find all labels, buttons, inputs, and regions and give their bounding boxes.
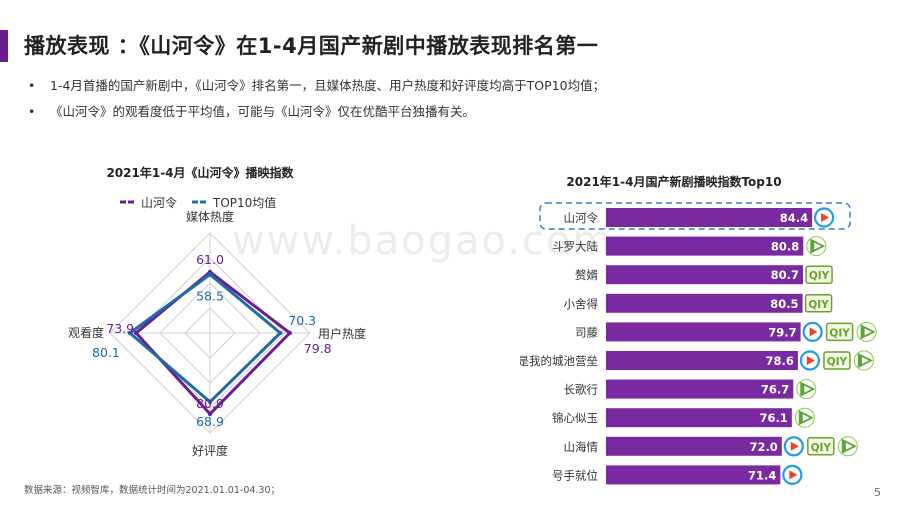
radar-value-label: 70.3 (288, 313, 316, 328)
radar-point (207, 399, 213, 405)
bullet-text: 《山河令》的观看度低于平均值，可能与《山河令》仅在优酷平台独播有关。 (50, 104, 476, 119)
youku-icon (813, 207, 835, 228)
bar-value-label: 80.5 (770, 297, 798, 311)
bullet-list: • 1-4月首播的国产新剧中，《山河令》排名第一，且媒体热度、用户热度和好评度均高… (28, 78, 605, 130)
bar (606, 293, 803, 313)
bar-value-label: 76.1 (759, 411, 787, 425)
radar-point (207, 272, 213, 277)
bar-value-label: 80.8 (771, 240, 799, 254)
bullet-marker: • (28, 78, 36, 93)
svg-text:QIY: QIY (811, 442, 832, 454)
iqiyi-icon: QIY (823, 351, 851, 370)
youku-icon (783, 436, 804, 457)
tencent-icon (796, 379, 817, 400)
bar-value-label: 71.4 (748, 468, 776, 482)
bar (606, 465, 781, 485)
bar-category-label: 锦心似玉 (552, 411, 598, 425)
bar (606, 379, 794, 399)
bar-value-label: 79.7 (768, 325, 796, 339)
radar-value-label: 58.5 (196, 289, 224, 304)
bar (606, 265, 804, 285)
bar-value-label: 72.0 (749, 440, 777, 454)
bar-rows: 山河令 84.4 斗罗大陆 80.8 赘婿 80.7 QIY 小舍得 80.5 QIY 司藤 79.7… (520, 207, 877, 485)
bar-category-label: 司藤 (575, 325, 598, 339)
radar-point (207, 411, 213, 417)
radar-point (287, 330, 292, 336)
bar (606, 322, 801, 342)
iqiyi-icon: QIY (807, 437, 835, 456)
bar-value-label: 80.7 (771, 268, 799, 282)
page-title: 播放表现 ：《山河令》在1-4月国产新剧中播放表现排名第一 (24, 34, 599, 58)
title-accent-bar (0, 30, 8, 62)
bar-category-label: 斗罗大陆 (552, 240, 598, 254)
bullet-item: • 《山河令》的观看度低于平均值，可能与《山河令》仅在优酷平台独播有关。 (28, 104, 605, 120)
svg-text:QIY: QIY (808, 299, 829, 311)
radar-series (127, 269, 292, 417)
radar-value-label: 73.9 (106, 321, 134, 336)
svg-text:QIY: QIY (827, 356, 848, 368)
bar-category-label: 长歌行 (564, 383, 599, 397)
radar-point (278, 330, 283, 336)
legend-label-shanheling: 山河令 (141, 195, 177, 210)
radar-axis-label: 用户热度 (318, 326, 366, 341)
bar-category-label: 山河令 (564, 211, 599, 225)
bar-chart: 2021年1-4月国产新剧播映指数Top10 山河令 84.4 斗罗大陆 80.8 赘婿… (520, 174, 877, 485)
bar-category-label: 你是我的城池营垒 (520, 354, 598, 368)
bar-value-label: 84.4 (780, 211, 808, 225)
bar-category-label: 山海情 (564, 440, 599, 454)
highlight-box (539, 202, 851, 230)
radar-value-label: 79.8 (304, 341, 332, 356)
tencent-icon (794, 407, 815, 428)
radar-point (133, 330, 139, 336)
radar-value-label: 80.1 (92, 345, 120, 360)
radar-value-labels: 61.0 79.8 80.9 73.9 58.5 70.3 68.9 80.1 (92, 252, 332, 429)
bar (606, 351, 798, 370)
bar (606, 436, 782, 456)
radar-chart: 2021年1-4月《山河令》播映指数 山河令 TOP10均值 媒体热度用户热度好… (68, 165, 366, 458)
youku-icon (799, 350, 821, 371)
tencent-icon (856, 321, 877, 342)
radar-value-label: 80.9 (196, 396, 224, 411)
svg-text:QIY: QIY (829, 327, 850, 339)
radar-point (127, 330, 133, 336)
bar (606, 408, 792, 428)
youku-icon (802, 321, 823, 342)
tencent-icon (853, 350, 874, 371)
bar (606, 236, 804, 256)
bullet-marker: • (28, 104, 36, 119)
radar-axis-label: 好评度 (192, 443, 228, 458)
radar-axis-label: 媒体热度 (186, 209, 234, 224)
radar-value-label: 61.0 (196, 252, 224, 267)
bar-value-label: 78.6 (766, 354, 794, 368)
iqiyi-icon: QIY (805, 265, 833, 284)
bar-category-label: 赘婿 (575, 268, 598, 282)
watermark: www.baogao.com (232, 218, 614, 264)
legend-label-top10: TOP10均值 (212, 195, 276, 210)
iqiyi-icon: QIY (825, 322, 854, 342)
radar-axis-label: 观看度 (68, 325, 104, 340)
iqiyi-icon: QIY (804, 294, 833, 313)
bar-chart-title: 2021年1-4月国产新剧播映指数Top10 (566, 174, 781, 189)
radar-grid (109, 232, 311, 434)
bar-value-label: 76.7 (761, 383, 789, 397)
radar-title: 2021年1-4月《山河令》播映指数 (106, 165, 294, 180)
tencent-icon (837, 436, 858, 457)
bar (606, 208, 813, 227)
radar-legend: 山河令 TOP10均值 (120, 195, 276, 210)
svg-text:QIY: QIY (809, 270, 830, 282)
youku-icon (782, 464, 803, 485)
source-note: 数据来源：视频智库，数据统计时间为2021.01.01-04.30； (24, 485, 281, 496)
bar-category-label: 小舍得 (564, 297, 599, 311)
tencent-icon (806, 236, 827, 257)
radar-value-label: 68.9 (196, 414, 224, 429)
page-number: 5 (874, 486, 881, 499)
bullet-text: 1-4月首播的国产新剧中，《山河令》排名第一，且媒体热度、用户热度和好评度均高于… (50, 78, 606, 93)
bar-category-label: 号手就位 (552, 468, 598, 482)
bullet-item: • 1-4月首播的国产新剧中，《山河令》排名第一，且媒体热度、用户热度和好评度均高… (28, 78, 605, 94)
